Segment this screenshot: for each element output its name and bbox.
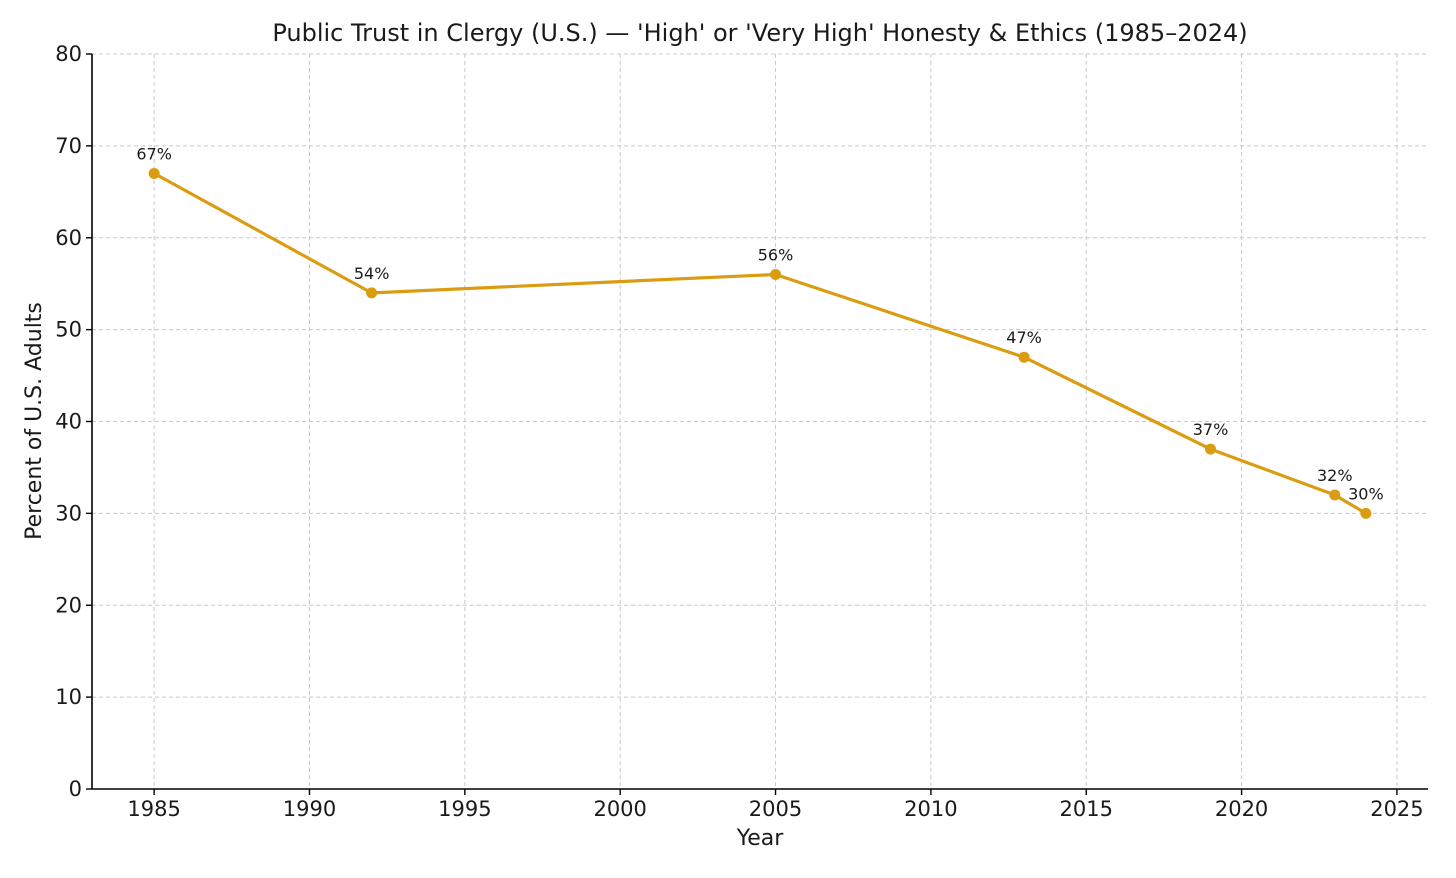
data-point [770, 269, 782, 280]
x-tick-label: 2015 [1060, 797, 1113, 821]
y-tick-label: 40 [55, 410, 82, 434]
data-label: 54% [354, 264, 390, 283]
y-tick-label: 50 [55, 318, 82, 342]
x-tick-label: 2020 [1215, 797, 1268, 821]
x-axis-title: Year [736, 826, 785, 851]
x-tick-label: 1995 [438, 797, 491, 821]
x-tick-label: 2025 [1370, 797, 1423, 821]
y-tick-label: 0 [69, 777, 82, 801]
data-label: 32% [1317, 466, 1353, 485]
series-line [153, 171, 1367, 515]
data-label: 56% [758, 246, 794, 265]
series [148, 167, 1372, 519]
data-label: 30% [1348, 484, 1384, 503]
y-tick-label: 30 [55, 501, 82, 525]
data-label: 37% [1193, 420, 1229, 439]
y-axis-title: Percent of U.S. Adults [22, 302, 47, 540]
x-tick-label: 2010 [904, 797, 957, 821]
y-tick-label: 10 [55, 685, 82, 709]
data-point [1360, 507, 1372, 519]
x-tick-label: 2005 [749, 797, 802, 821]
grid [92, 53, 1428, 789]
data-labels: 67% 54% 56% 47% 37% 32%30% [136, 144, 1383, 503]
data-label: 47% [1006, 328, 1042, 347]
x-tick-label: 2000 [593, 797, 646, 821]
x-tick-label: 1985 [127, 797, 180, 821]
data-point [1018, 351, 1030, 363]
y-tick-label: 80 [55, 42, 82, 66]
data-point [1205, 443, 1217, 455]
data-label: 67% [136, 144, 172, 163]
y-tick-label: 60 [55, 226, 82, 250]
data-point [148, 167, 160, 179]
y-tick-label: 20 [55, 593, 82, 617]
chart-title: Public Trust in Clergy (U.S.) — 'High' o… [272, 19, 1247, 47]
axes: 0 10 20 30 40 50 60 70 80 1985 1990 1995 2000 2005 201… [55, 42, 1428, 821]
data-point [366, 287, 378, 299]
data-point [1329, 489, 1341, 501]
y-tick-label: 70 [55, 134, 82, 158]
x-tick-label: 1990 [283, 797, 336, 821]
